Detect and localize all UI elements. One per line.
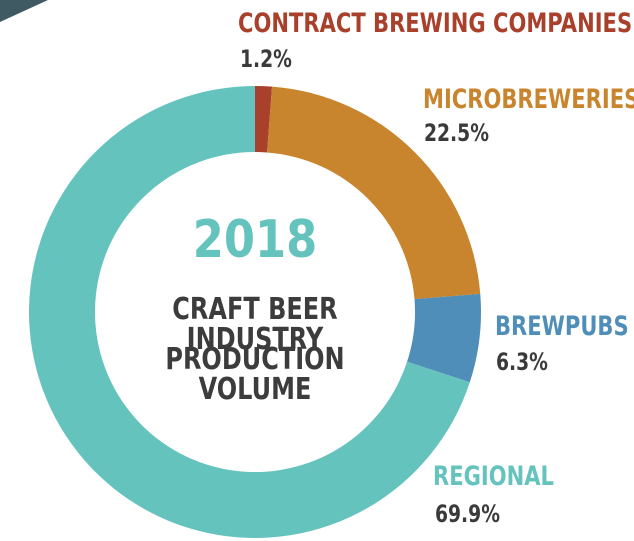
slice-regional	[28, 86, 470, 538]
label-contract-brewing: CONTRACT BREWING COMPANIES	[238, 8, 633, 39]
center-title-line2: PRODUCTION VOLUME	[165, 342, 345, 407]
value-contract-brewing: 1.2%	[240, 45, 292, 73]
label-microbreweries: MICROBREWERIES	[423, 84, 634, 115]
slice-contract-brewing	[255, 86, 273, 153]
corner-banner-icon	[0, 0, 48, 22]
label-brewpubs: BREWPUBS	[495, 311, 629, 342]
slice-brewpubs	[407, 293, 481, 383]
center-title-line1: CRAFT BEER INDUSTRY	[172, 292, 338, 357]
value-brewpubs: 6.3%	[496, 348, 548, 376]
value-regional: 69.9%	[435, 500, 500, 528]
label-regional: REGIONAL	[433, 461, 554, 492]
center-year: 2018	[192, 210, 318, 270]
donut-slices	[28, 86, 481, 538]
slice-microbreweries	[267, 86, 481, 300]
value-microbreweries: 22.5%	[424, 119, 489, 147]
